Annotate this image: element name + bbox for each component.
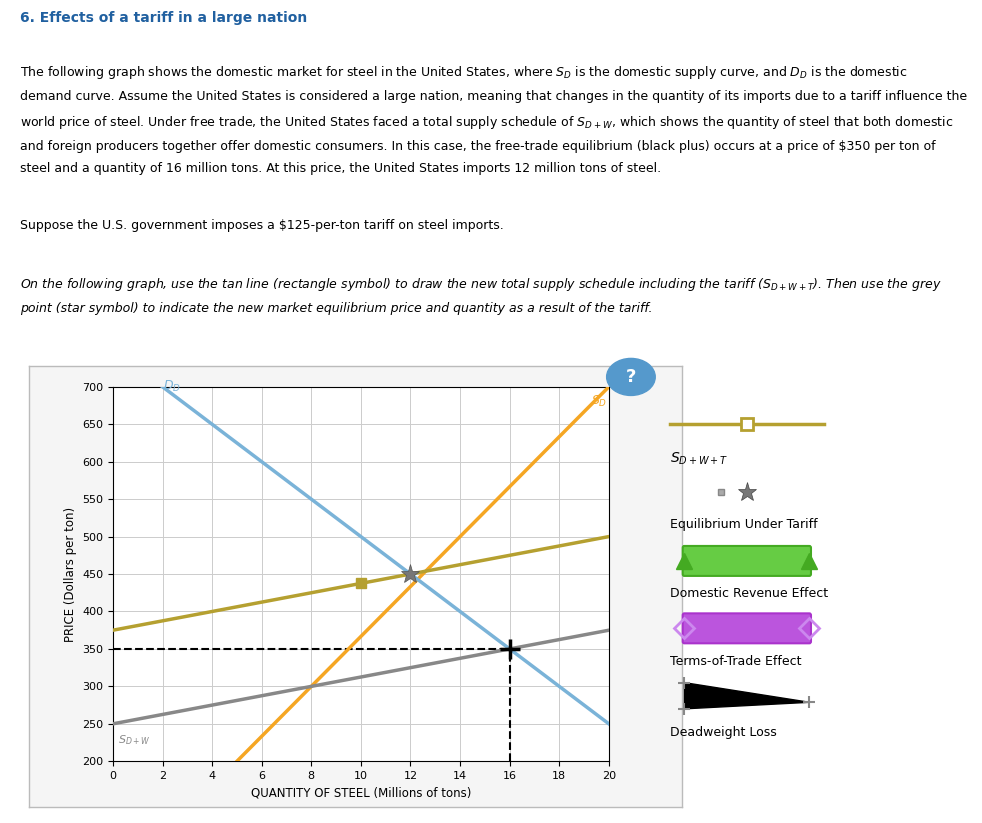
- Y-axis label: PRICE (Dollars per ton): PRICE (Dollars per ton): [64, 506, 77, 642]
- Text: $D_D$: $D_D$: [163, 379, 181, 394]
- Text: $S_{D+W+T}$: $S_{D+W+T}$: [670, 450, 728, 467]
- Text: Equilibrium Under Tariff: Equilibrium Under Tariff: [670, 518, 817, 531]
- Circle shape: [607, 358, 655, 396]
- Text: 6. Effects of a tariff in a large nation: 6. Effects of a tariff in a large nation: [20, 11, 307, 25]
- Text: $S_{D+W}$: $S_{D+W}$: [118, 732, 150, 746]
- FancyBboxPatch shape: [682, 546, 811, 576]
- Text: The following graph shows the domestic market for steel in the United States, wh: The following graph shows the domestic m…: [20, 63, 966, 174]
- Text: Terms-of-Trade Effect: Terms-of-Trade Effect: [670, 654, 801, 667]
- X-axis label: QUANTITY OF STEEL (Millions of tons): QUANTITY OF STEEL (Millions of tons): [250, 787, 471, 800]
- Text: On the following graph, use the tan line (rectangle symbol) to draw the new tota: On the following graph, use the tan line…: [20, 276, 942, 315]
- Text: $S_D$: $S_D$: [591, 394, 608, 409]
- Text: Domestic Revenue Effect: Domestic Revenue Effect: [670, 587, 828, 600]
- Text: Deadweight Loss: Deadweight Loss: [670, 726, 777, 739]
- Polygon shape: [684, 682, 809, 709]
- FancyBboxPatch shape: [682, 613, 811, 644]
- Text: Suppose the U.S. government imposes a $125-per-ton tariff on steel imports.: Suppose the U.S. government imposes a $1…: [20, 220, 504, 232]
- Text: ?: ?: [626, 368, 636, 386]
